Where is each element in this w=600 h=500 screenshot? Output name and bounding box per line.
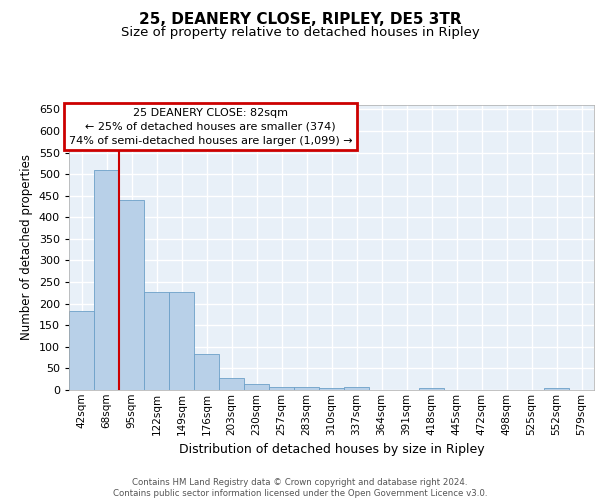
Text: Size of property relative to detached houses in Ripley: Size of property relative to detached ho…	[121, 26, 479, 39]
Bar	[169, 292, 194, 390]
Bar	[294, 387, 319, 390]
Bar	[544, 388, 569, 390]
Text: 25, DEANERY CLOSE, RIPLEY, DE5 3TR: 25, DEANERY CLOSE, RIPLEY, DE5 3TR	[139, 12, 461, 28]
X-axis label: Distribution of detached houses by size in Ripley: Distribution of detached houses by size …	[179, 443, 484, 456]
Bar	[244, 384, 269, 390]
Bar	[119, 200, 144, 390]
Bar	[194, 354, 219, 390]
Text: Contains HM Land Registry data © Crown copyright and database right 2024.
Contai: Contains HM Land Registry data © Crown c…	[113, 478, 487, 498]
Bar	[269, 386, 294, 390]
Bar	[94, 170, 119, 390]
Bar	[219, 378, 244, 390]
Bar	[419, 388, 444, 390]
Text: 25 DEANERY CLOSE: 82sqm
← 25% of detached houses are smaller (374)
74% of semi-d: 25 DEANERY CLOSE: 82sqm ← 25% of detache…	[69, 108, 353, 146]
Bar	[144, 292, 169, 390]
Y-axis label: Number of detached properties: Number of detached properties	[20, 154, 33, 340]
Bar	[69, 311, 94, 390]
Bar	[319, 388, 344, 390]
Bar	[344, 386, 369, 390]
